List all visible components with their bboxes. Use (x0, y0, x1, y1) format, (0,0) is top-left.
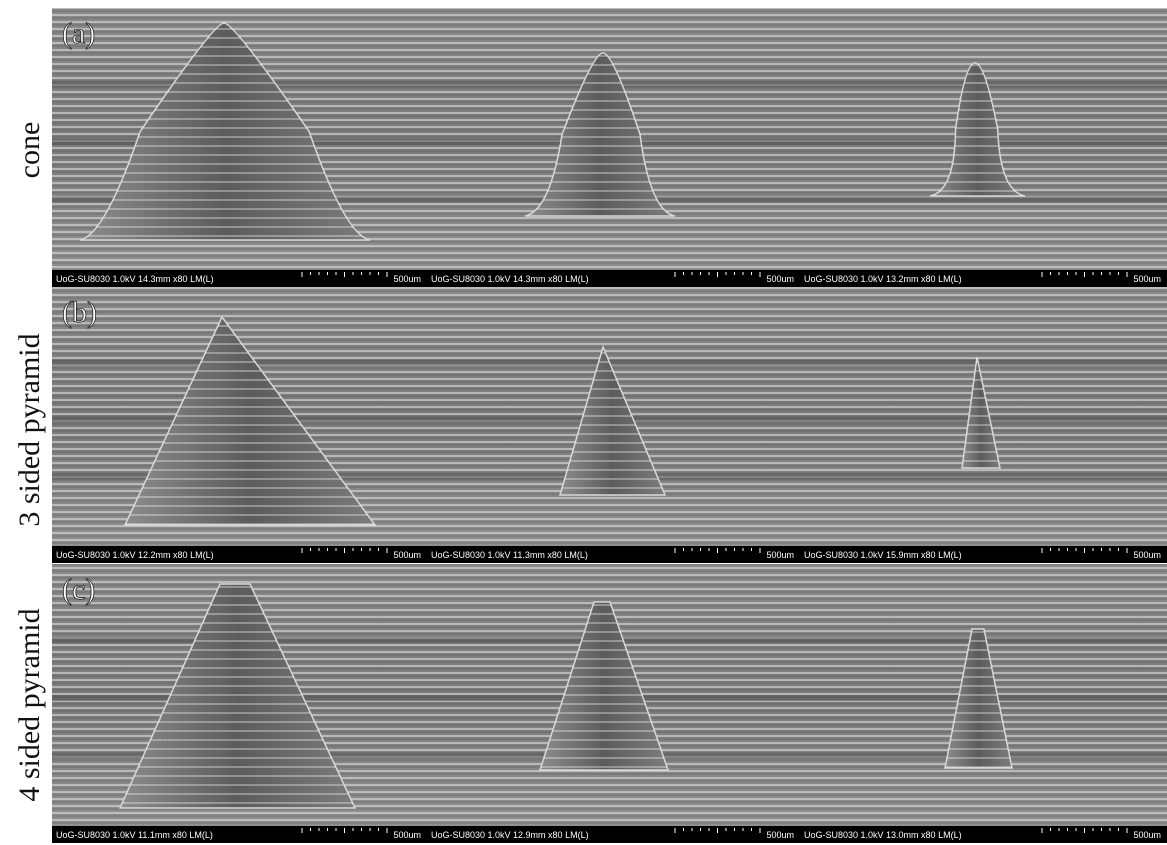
info-text: UoG-SU8030 1.0kV 15.9mm x80 LM(L) (804, 550, 962, 560)
scale-text: 500um (1133, 274, 1161, 284)
scale-text: 500um (766, 274, 794, 284)
sem-image: UoG-SU8030 1.0kV 12.2mm x80 LM(L) 500um (52, 287, 427, 563)
sem-image: UoG-SU8030 1.0kV 13.0mm x80 LM(L) 500um (800, 564, 1167, 843)
sem-image: UoG-SU8030 1.0kV 14.3mm x80 LM(L) 500um (52, 8, 427, 287)
panel-label: (b) (62, 296, 97, 329)
panel-label: (a) (62, 17, 95, 50)
info-text: UoG-SU8030 1.0kV 14.3mm x80 LM(L) (56, 274, 214, 284)
sem-image: UoG-SU8030 1.0kV 12.9mm x80 LM(L) 500um (427, 564, 800, 843)
sem-image: UoG-SU8030 1.0kV 11.3mm x80 LM(L) 500um (427, 287, 800, 563)
panel-label: (c) (62, 573, 95, 606)
scale-text: 500um (1133, 830, 1161, 840)
sem-image: UoG-SU8030 1.0kV 15.9mm x80 LM(L) 500um (800, 287, 1167, 563)
row-label: 4 sided pyramid (13, 608, 46, 801)
dark-band (427, 360, 800, 366)
sem-image: UoG-SU8030 1.0kV 14.3mm x80 LM(L) 500um (427, 8, 800, 287)
info-text: UoG-SU8030 1.0kV 13.2mm x80 LM(L) (804, 274, 962, 284)
info-text: UoG-SU8030 1.0kV 12.2mm x80 LM(L) (56, 550, 214, 560)
info-text: UoG-SU8030 1.0kV 12.9mm x80 LM(L) (431, 830, 589, 840)
sem-image: UoG-SU8030 1.0kV 13.2mm x80 LM(L) 500um (800, 8, 1167, 287)
dark-band (800, 473, 1167, 479)
scale-text: 500um (1133, 550, 1161, 560)
scale-text: 500um (766, 830, 794, 840)
figure: cone UoG-SU8030 1.0kV 14.3mm x80 LM(L) 500… (0, 0, 1167, 845)
scale-text: 500um (393, 274, 421, 284)
dark-band (800, 360, 1167, 366)
scale-text: 500um (393, 550, 421, 560)
row-label: 3 sided pyramid (13, 333, 46, 526)
sem-image: UoG-SU8030 1.0kV 11.1mm x80 LM(L) 500um (52, 564, 427, 843)
scale-text: 500um (393, 830, 421, 840)
scale-text: 500um (766, 550, 794, 560)
info-text: UoG-SU8030 1.0kV 11.1mm x80 LM(L) (56, 830, 213, 840)
dark-band (800, 197, 1167, 203)
info-text: UoG-SU8030 1.0kV 11.3mm x80 LM(L) (431, 550, 588, 560)
info-text: UoG-SU8030 1.0kV 13.0mm x80 LM(L) (804, 830, 962, 840)
info-text: UoG-SU8030 1.0kV 14.3mm x80 LM(L) (431, 274, 589, 284)
row-label: cone (13, 122, 46, 179)
